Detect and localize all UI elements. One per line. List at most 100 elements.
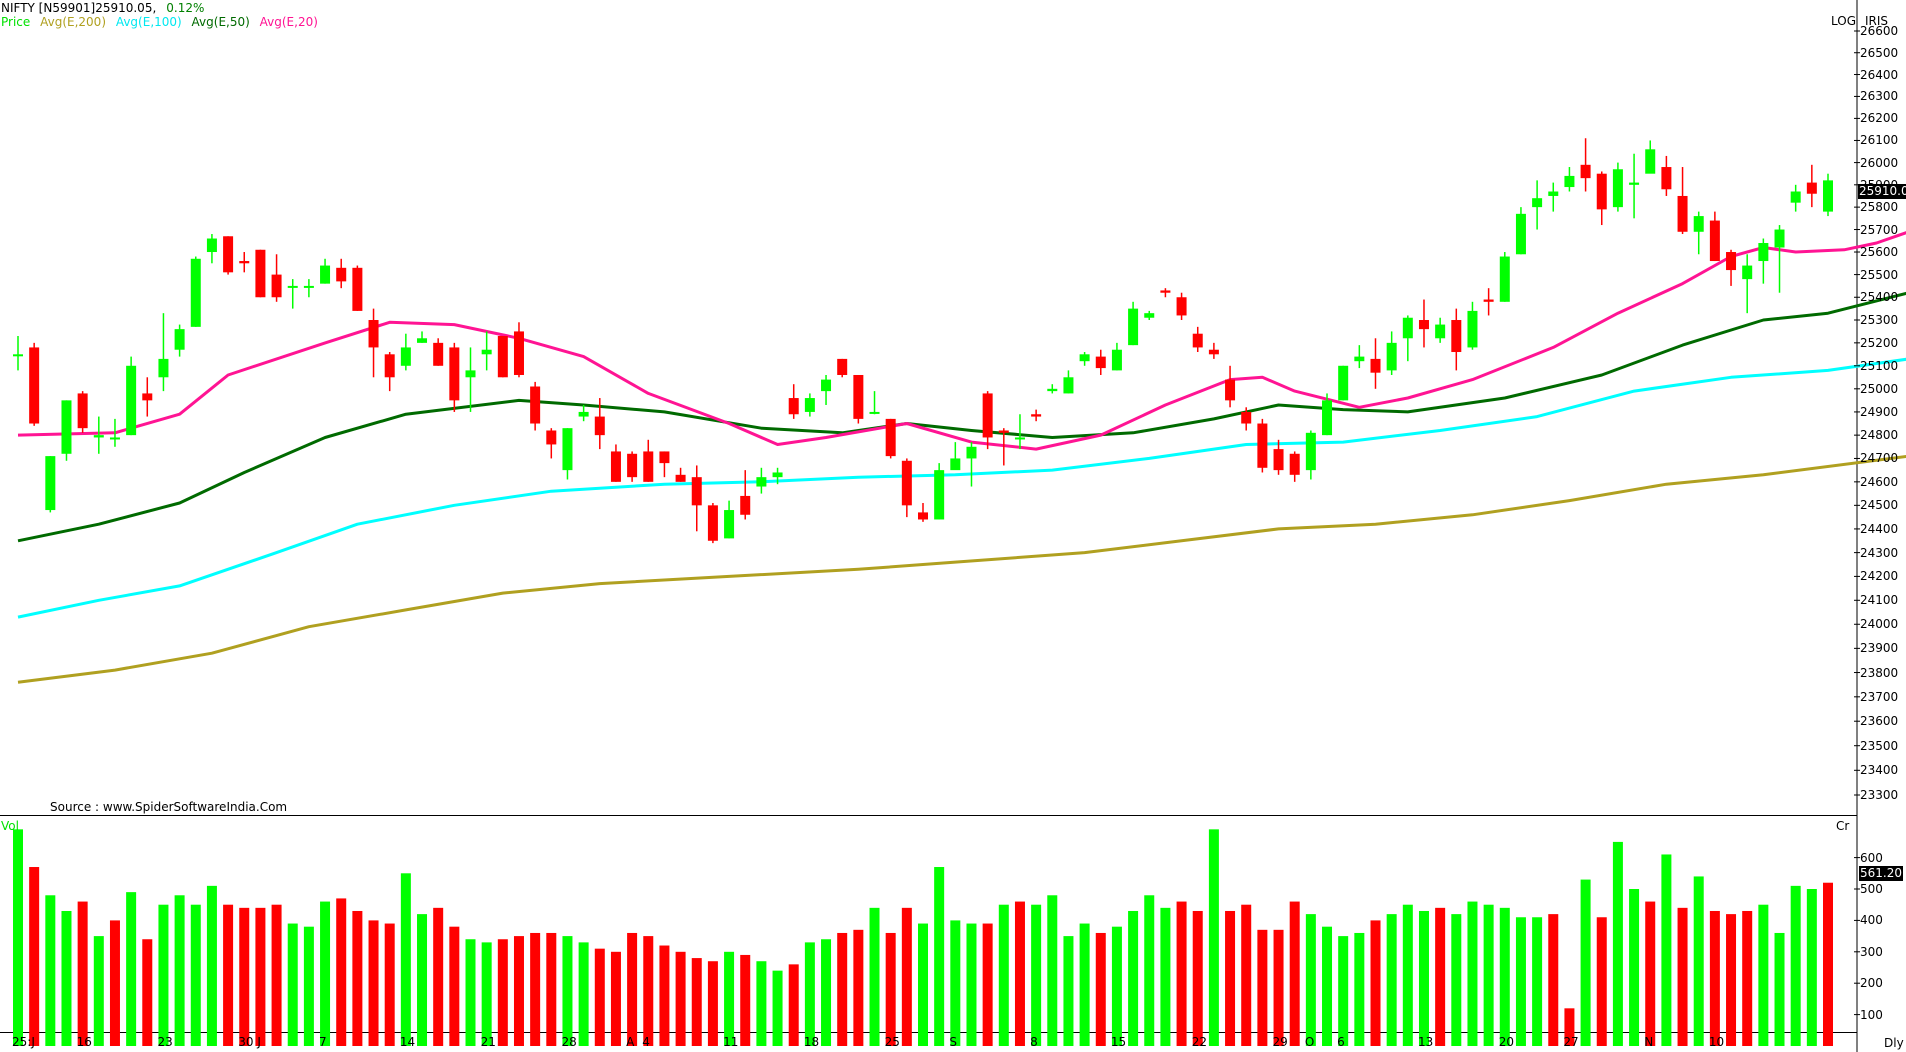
volume-bar (1580, 879, 1591, 1046)
legend-ema200[interactable]: Avg(E,200) (40, 15, 106, 29)
volume-bar (174, 895, 185, 1046)
candle (142, 393, 153, 401)
symbol-quote: NIFTY [N59901]25910.05, (1, 1, 157, 15)
volume-bar (1548, 914, 1559, 1046)
volume-bar (1031, 904, 1042, 1046)
volume-bar (1208, 829, 1219, 1046)
candle (29, 347, 40, 424)
candle (724, 510, 735, 539)
date-tick-label: 20 (1498, 1035, 1515, 1049)
volume-bar (417, 914, 428, 1046)
volume-bar (1386, 914, 1397, 1046)
candle (61, 400, 72, 454)
volume-bar (1790, 885, 1801, 1046)
volume-bar (1305, 914, 1316, 1046)
candle (1095, 356, 1106, 369)
candle (1047, 388, 1058, 392)
price-tick-label: 23900 (1860, 641, 1899, 656)
price-tick-label: 24400 (1860, 521, 1899, 536)
candle (1709, 220, 1720, 262)
last-volume-marker: 561.20 (1859, 866, 1903, 881)
volume-bar (1629, 889, 1640, 1046)
price-tick-label: 23300 (1860, 788, 1899, 802)
volume-tick-label: 600 (1860, 850, 1883, 865)
volume-bar (1257, 929, 1268, 1046)
volume-bar (1661, 854, 1672, 1046)
volume-bar (336, 898, 347, 1046)
date-tick-label: 29 (1272, 1035, 1288, 1049)
volume-bar (1806, 889, 1817, 1046)
volume-bar (562, 936, 573, 1046)
volume-bar (788, 964, 799, 1046)
candle (1418, 320, 1429, 330)
volume-bar (1709, 910, 1720, 1046)
volume-bar (1144, 895, 1155, 1046)
volume-bar (287, 923, 298, 1046)
volume-bar (627, 932, 638, 1046)
legend-ema20[interactable]: Avg(E,20) (259, 15, 318, 29)
volume-bar (1677, 907, 1688, 1046)
legend-ema100[interactable]: Avg(E,100) (115, 15, 182, 29)
legend-ema50[interactable]: Avg(E,50) (191, 15, 250, 29)
candle (1111, 349, 1122, 371)
candle (950, 458, 961, 471)
volume-bar (643, 936, 654, 1046)
candle (368, 320, 379, 348)
candle (691, 477, 702, 506)
volume-bar (853, 929, 864, 1046)
price-tick-label: 24200 (1860, 569, 1899, 584)
candle (1322, 400, 1333, 436)
candle (223, 236, 234, 273)
candle (433, 342, 444, 366)
volume-unit-label: Cr (1836, 819, 1850, 833)
candle (1612, 169, 1623, 208)
symbol-header: NIFTY [N59901]25910.05, 0.12% (1, 1, 210, 15)
volume-bar (821, 939, 832, 1046)
candle (417, 338, 428, 343)
price-tick-label: 24700 (1860, 451, 1899, 466)
price-tick-label: 25700 (1860, 222, 1899, 237)
volume-tick-label: 300 (1860, 944, 1883, 959)
date-tick-label: 7 (319, 1035, 327, 1049)
volume-bar (998, 904, 1009, 1046)
price-tick-label: 26600 (1860, 24, 1899, 38)
ema200-line (17, 454, 1906, 684)
legend-price[interactable]: Price (1, 15, 31, 29)
price-tick-label: 24600 (1860, 474, 1899, 489)
date-tick-label: 14 (399, 1035, 416, 1049)
volume-bar (142, 939, 153, 1046)
candle (1305, 432, 1316, 471)
candle (643, 451, 654, 482)
timeframe-label[interactable]: Dly (1884, 1036, 1904, 1050)
candle (336, 267, 347, 282)
volume-bar (1402, 904, 1413, 1046)
date-tick-label: 28 (561, 1035, 577, 1049)
log-scale-toggle[interactable]: LOG (1831, 14, 1857, 28)
volume-bar (255, 907, 266, 1046)
candle (513, 331, 524, 375)
candle (982, 393, 993, 438)
volume-bar (158, 904, 169, 1046)
volume-bar (1499, 907, 1510, 1046)
price-tick-label: 25000 (1860, 381, 1899, 396)
candle (287, 285, 298, 288)
volume-bar (384, 923, 395, 1046)
volume-bar (1370, 920, 1381, 1046)
candle (239, 261, 250, 264)
ema100-line (17, 357, 1906, 619)
volume-bar (206, 885, 217, 1046)
volume-bar (1435, 907, 1446, 1046)
candle (1014, 437, 1025, 440)
price-tick-label: 24800 (1860, 428, 1899, 443)
candle (1515, 213, 1526, 255)
candle (1144, 313, 1155, 318)
volume-bar (1758, 904, 1769, 1046)
date-tick-label: 15 (1110, 1035, 1127, 1049)
candle (1483, 299, 1494, 302)
price-tick-label: 23700 (1860, 689, 1899, 704)
volume-tick-label: 100 (1860, 1007, 1883, 1022)
candle (1790, 191, 1801, 203)
price-tick-label: 23500 (1860, 738, 1899, 753)
volume-bar (918, 923, 928, 1046)
